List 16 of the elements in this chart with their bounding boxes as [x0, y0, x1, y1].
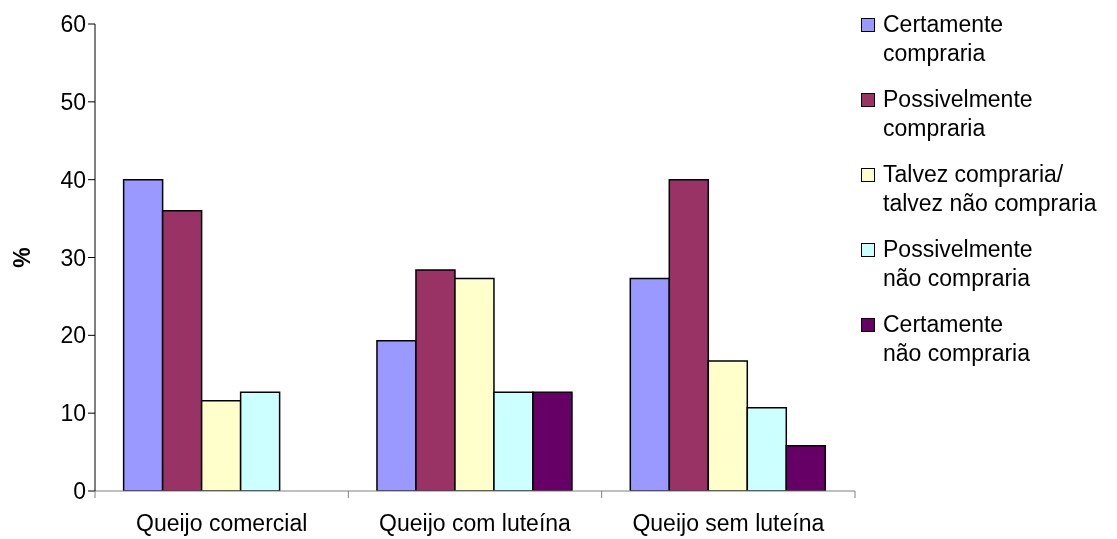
y-tick-label: 0	[73, 478, 86, 505]
legend-label: Possivelmente não compraria	[883, 235, 1033, 293]
legend-label: Talvez compraria/ talvez não compraria	[883, 160, 1097, 218]
x-tick-label: Queijo com luteína	[379, 510, 572, 536]
y-tick-label: 50	[60, 89, 86, 115]
y-tick-label: 10	[60, 400, 86, 427]
x-tick-label: Queijo comercial	[136, 510, 308, 536]
legend-label: Certamente não compraria	[883, 310, 1031, 368]
y-axis-title: %	[9, 247, 35, 268]
y-tick-label: 60	[60, 11, 86, 38]
y-tick-label: 30	[60, 244, 86, 271]
x-tick-label: Queijo sem luteína	[632, 510, 825, 536]
y-tick-label: 20	[60, 322, 86, 349]
y-tick-label: 40	[60, 166, 86, 193]
legend-label: Possivelmente compraria	[883, 85, 1033, 143]
legend-label: Certamente compraria	[883, 10, 1004, 68]
